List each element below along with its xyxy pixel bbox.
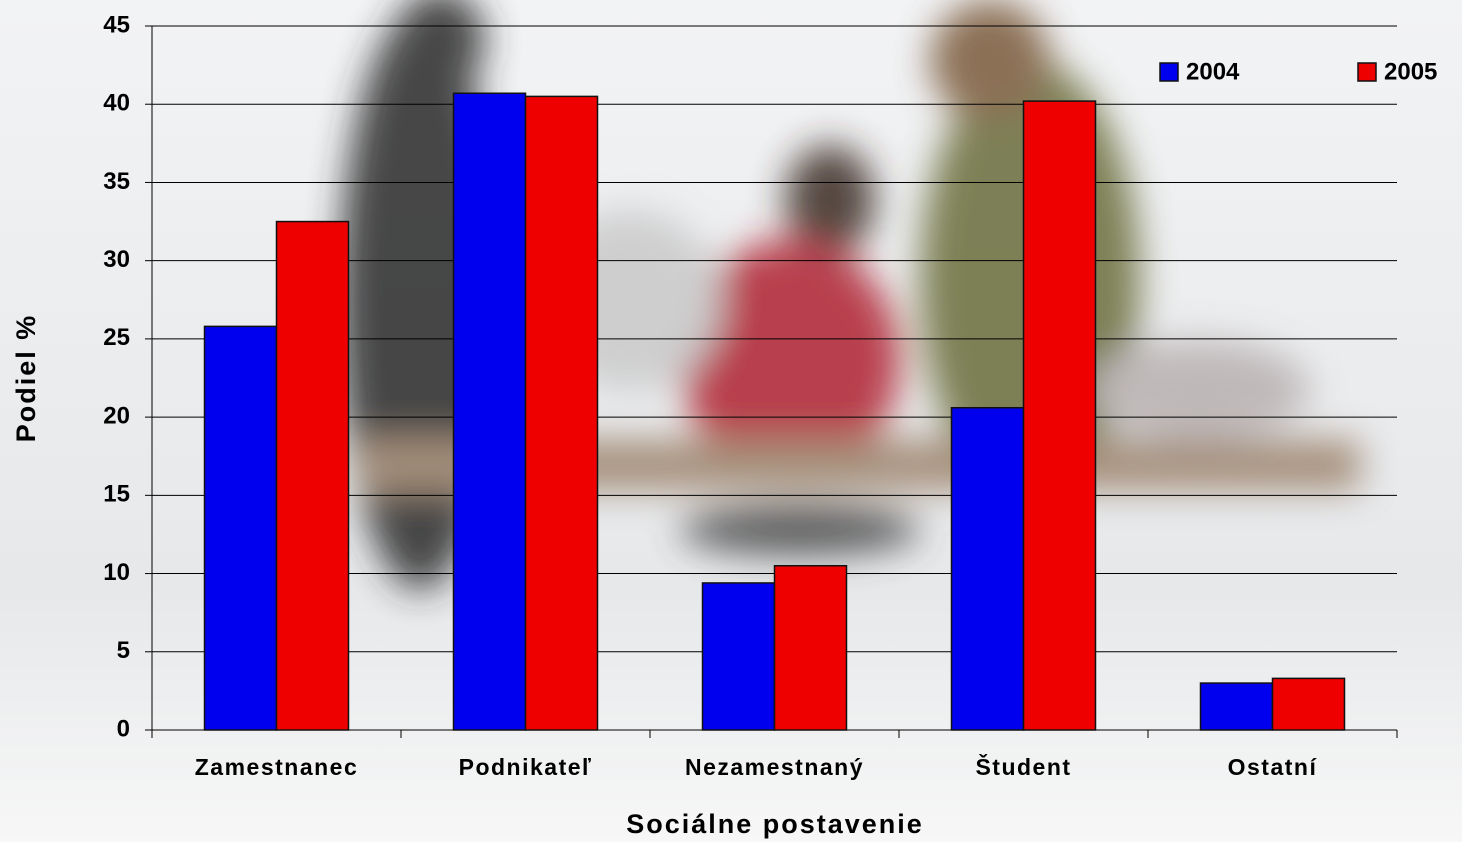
x-tick-label: Zamestnanec xyxy=(195,754,359,780)
y-tick-label: 45 xyxy=(103,11,130,38)
y-tick-label: 15 xyxy=(103,481,130,508)
y-tick-label: 10 xyxy=(103,559,130,586)
bar xyxy=(1199,682,1274,731)
y-tick-label: 35 xyxy=(103,168,130,195)
y-tick-label: 0 xyxy=(117,715,130,742)
legend-label: 2005 xyxy=(1384,58,1437,85)
y-tick-label: 20 xyxy=(103,402,130,429)
bar xyxy=(1271,677,1346,731)
x-tick-label: Podnikateľ xyxy=(459,754,593,780)
x-tick-label: Študent xyxy=(975,753,1071,780)
bar xyxy=(950,406,1025,731)
x-axis-title: Sociálne postavenie xyxy=(626,809,924,839)
y-tick-label: 25 xyxy=(103,324,130,351)
bar xyxy=(275,220,350,731)
legend-label: 2004 xyxy=(1186,58,1240,85)
bar xyxy=(773,564,848,731)
bar xyxy=(1022,100,1097,731)
y-tick-label: 30 xyxy=(103,246,130,273)
y-axis-title: Podiel % xyxy=(11,314,41,443)
bar xyxy=(203,325,278,731)
bar xyxy=(524,95,599,731)
legend-swatch xyxy=(1159,62,1179,82)
y-tick-label: 40 xyxy=(103,90,130,117)
x-tick-label: Nezamestnaný xyxy=(685,754,864,780)
bar xyxy=(701,582,776,731)
bar xyxy=(452,92,527,731)
legend-swatch xyxy=(1357,62,1377,82)
x-tick-label: Ostatní xyxy=(1228,754,1318,780)
y-tick-label: 5 xyxy=(117,637,130,664)
